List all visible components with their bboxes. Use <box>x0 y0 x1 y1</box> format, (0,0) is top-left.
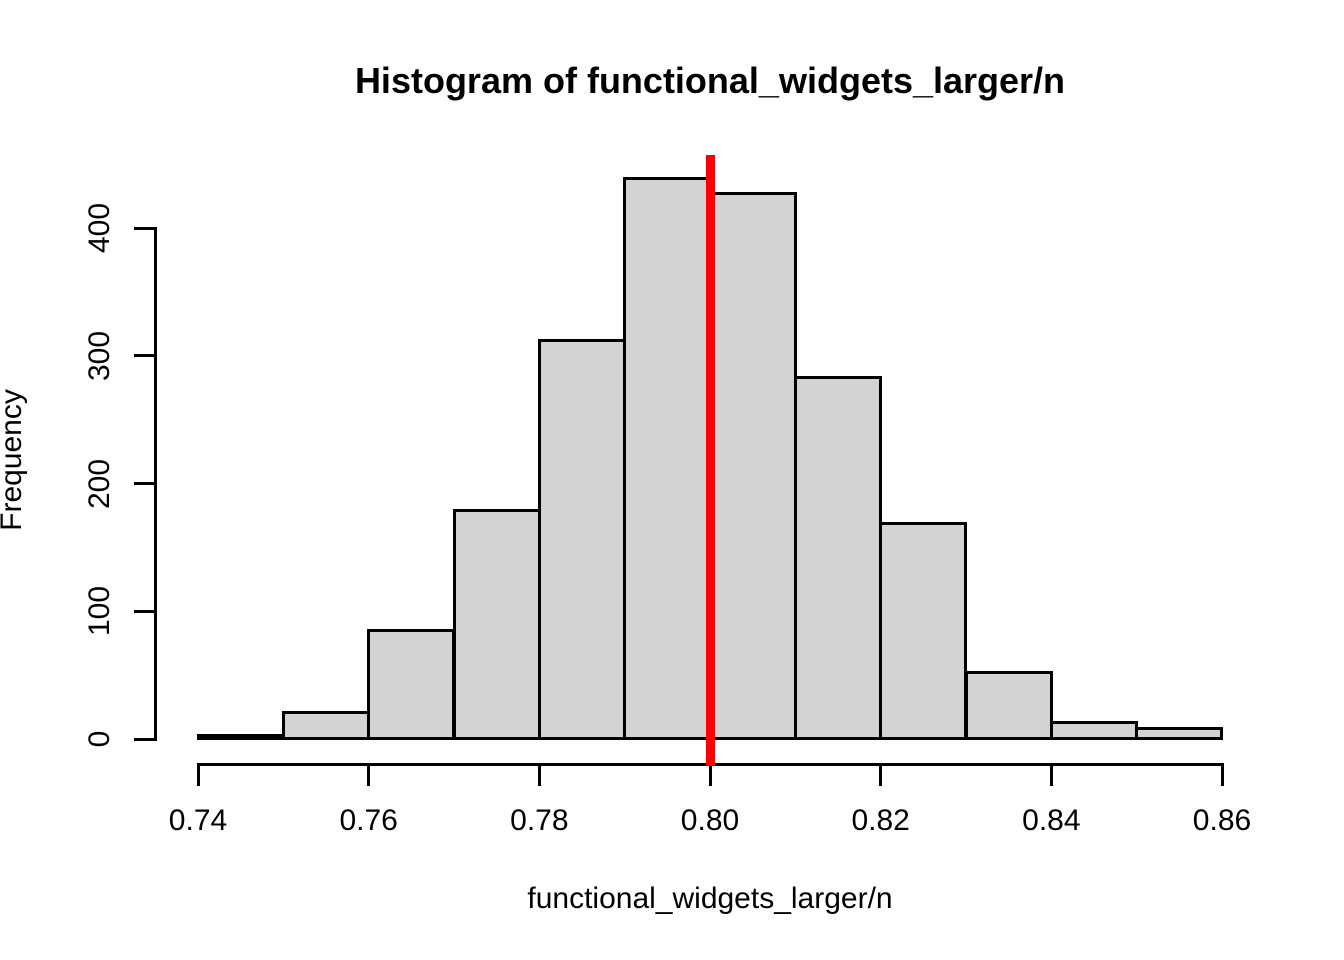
histogram-bar <box>196 733 285 741</box>
x-tick-label: 0.80 <box>680 804 740 837</box>
y-tick-label-text: 100 <box>83 586 116 637</box>
histogram-bar <box>879 521 968 741</box>
x-axis-tick <box>879 766 883 786</box>
x-axis-label: functional_widgets_larger/n <box>527 882 893 915</box>
x-axis-tick <box>708 766 712 786</box>
y-axis-tick <box>134 482 154 485</box>
histogram-bar <box>537 338 627 741</box>
x-tick-label: 0.86 <box>1192 804 1252 837</box>
x-tick-label: 0.78 <box>510 804 569 837</box>
histogram-bar <box>367 628 456 741</box>
x-axis-tick <box>367 766 371 786</box>
histogram-bar <box>793 375 883 741</box>
vertical-reference-line <box>705 155 715 766</box>
y-axis-line <box>154 226 157 741</box>
y-tick-label-text: 200 <box>83 458 116 509</box>
histogram-bar <box>964 671 1053 741</box>
x-tick-label: 0.84 <box>1022 804 1081 837</box>
y-tick-label-text: 300 <box>83 330 116 381</box>
y-axis-tick <box>134 737 154 741</box>
x-tick-label: 0.74 <box>168 804 228 837</box>
y-tick-label-text: 400 <box>83 202 116 254</box>
y-axis-tick <box>134 354 154 358</box>
histogram-bar <box>623 176 712 741</box>
histogram-bar <box>1135 727 1224 741</box>
x-axis-tick <box>1049 766 1053 786</box>
y-axis-tick <box>134 609 154 613</box>
histogram-bar <box>1049 720 1139 741</box>
histogram-bar <box>281 710 371 741</box>
y-tick-label-text: 0 <box>83 730 116 748</box>
x-axis-tick <box>1220 766 1224 786</box>
x-tick-label: 0.82 <box>851 804 910 837</box>
chart-title: Histogram of functional_widgets_larger/n <box>354 60 1066 101</box>
histogram-bar <box>452 508 541 741</box>
x-axis-tick <box>196 766 200 786</box>
x-axis-tick <box>537 766 541 786</box>
x-tick-label: 0.76 <box>339 804 398 837</box>
y-axis-label-text: Frequency <box>0 389 28 531</box>
y-axis-tick <box>134 226 154 230</box>
histogram-bar <box>708 192 797 741</box>
